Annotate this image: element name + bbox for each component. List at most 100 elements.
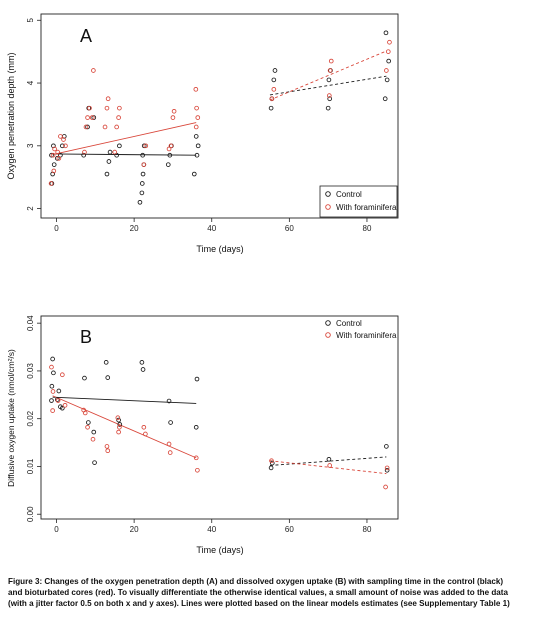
- trend-line-control-b-0: [52, 396, 197, 404]
- point-foram-b-17: [166, 441, 172, 447]
- point-foram-a-36: [328, 58, 334, 64]
- x-axis-label-a: Time (days): [196, 244, 243, 254]
- point-foram-b-3: [55, 398, 61, 403]
- legend-foram-marker-a: [325, 204, 331, 210]
- point-control-a-34: [271, 77, 277, 83]
- panel-label-a: A: [80, 26, 92, 46]
- point-foram-a-17: [105, 96, 111, 102]
- point-foram-a-32: [269, 96, 275, 102]
- point-control-a-18: [137, 199, 143, 205]
- point-foram-a-23: [143, 143, 149, 149]
- point-control-b-22: [268, 465, 274, 471]
- y-tick-label-b-2: 0.02: [26, 410, 35, 426]
- point-foram-a-19: [114, 124, 119, 130]
- figure-caption: Figure 3: Changes of the oxygen penetrat…: [8, 576, 548, 609]
- point-control-a-13: [104, 171, 110, 177]
- trend-line-control-a-1: [269, 75, 387, 96]
- x-ticks-b: 0 20 40 60 80: [54, 519, 372, 534]
- y-axis-label-a: Oxygen penetration depth (mm): [6, 52, 16, 179]
- x-tick-label-b-4: 80: [363, 525, 372, 534]
- point-foram-b-15: [141, 424, 147, 430]
- point-control-b-20: [194, 376, 200, 382]
- point-control-b-13: [105, 375, 111, 380]
- point-foram-a-29: [195, 115, 201, 120]
- x-tick-label-a-3: 60: [285, 224, 294, 233]
- point-foram-a-35: [327, 68, 333, 73]
- point-foram-a-28: [193, 124, 199, 130]
- legend-control-label-a: Control: [336, 190, 362, 199]
- trend-line-foram-a-1: [269, 50, 387, 101]
- point-control-b-21: [193, 424, 199, 430]
- point-control-b-15: [117, 422, 123, 427]
- point-foram-b-20: [195, 467, 200, 473]
- point-foram-a-22: [141, 162, 147, 167]
- point-foram-a-9: [82, 149, 87, 155]
- point-control-b-0: [50, 356, 55, 362]
- point-control-a-20: [139, 181, 145, 186]
- point-foram-b-14: [116, 429, 121, 435]
- y-ticks-b: 0.00 0.01 0.02 0.03 0.04: [26, 315, 41, 522]
- point-control-b-16: [139, 360, 145, 365]
- point-control-a-14: [106, 159, 112, 164]
- point-foram-a-33: [271, 86, 277, 92]
- point-foram-b-7: [82, 410, 88, 416]
- point-control-a-37: [327, 96, 333, 102]
- legend-foram-marker-b: [325, 332, 331, 338]
- point-control-a-26: [167, 152, 173, 158]
- point-control-b-7: [60, 405, 65, 411]
- point-control-b-19: [168, 420, 173, 425]
- legend-foram-label-a: With foraminifera: [336, 203, 397, 212]
- point-foram-b-2: [50, 408, 55, 413]
- point-foram-a-30: [194, 105, 199, 111]
- point-control-a-35: [272, 68, 278, 73]
- point-control-a-36: [325, 105, 331, 111]
- trend-line-foram-b-0: [52, 395, 197, 459]
- point-foram-b-8: [85, 424, 90, 430]
- point-control-a-23: [140, 152, 145, 158]
- plot-frame-b: [40, 315, 399, 520]
- point-foram-a-7: [63, 143, 68, 149]
- point-control-b-8: [82, 375, 87, 381]
- y-tick-label-a-1: 3: [26, 143, 35, 148]
- point-foram-b-23: [383, 484, 388, 490]
- point-foram-a-39: [387, 39, 392, 45]
- point-foram-b-5: [62, 402, 68, 408]
- point-foram-a-15: [102, 124, 108, 130]
- point-control-a-42: [386, 58, 392, 64]
- point-control-b-24: [326, 456, 332, 462]
- caption-line-1: Figure 3: Changes of the oxygen penetrat…: [8, 577, 504, 586]
- point-foram-b-9: [90, 436, 96, 442]
- point-control-a-17: [117, 143, 122, 149]
- x-tick-label-b-2: 40: [207, 525, 216, 534]
- point-control-b-3: [49, 398, 54, 403]
- point-control-b-25: [384, 444, 389, 449]
- point-control-a-9: [81, 152, 87, 158]
- point-foram-a-21: [117, 105, 122, 111]
- caption-line-3: (with a jitter factor 0.5 on both x and …: [8, 599, 510, 608]
- point-foram-b-16: [143, 431, 148, 437]
- x-axis-label-b: Time (days): [196, 545, 243, 555]
- y-tick-label-b-4: 0.04: [26, 315, 35, 331]
- point-foram-a-25: [168, 143, 174, 149]
- point-foram-b-18: [167, 450, 173, 455]
- point-foram-b-1: [50, 389, 56, 394]
- point-foram-a-14: [91, 68, 96, 73]
- point-foram-b-24: [384, 465, 390, 471]
- point-foram-a-34: [326, 93, 332, 98]
- point-control-a-28: [191, 171, 197, 177]
- point-foram-a-3: [52, 146, 57, 152]
- legend-b: Control With foraminifera: [325, 319, 397, 340]
- x-tick-label-b-3: 60: [285, 525, 294, 534]
- point-foram-a-20: [116, 115, 121, 120]
- point-foram-a-31: [193, 86, 199, 92]
- y-tick-label-b-3: 0.03: [26, 363, 35, 379]
- y-tick-label-a-3: 5: [26, 18, 35, 23]
- caption-line-2: and bioturbated cores (red). To visually…: [8, 588, 508, 597]
- point-foram-a-18: [112, 149, 118, 155]
- point-control-a-10: [85, 124, 90, 130]
- legend-control-label-b: Control: [336, 319, 362, 328]
- point-foram-a-4: [55, 149, 61, 155]
- panel-label-b: B: [80, 327, 92, 347]
- point-foram-a-27: [171, 108, 177, 114]
- y-tick-label-a-2: 4: [26, 80, 35, 85]
